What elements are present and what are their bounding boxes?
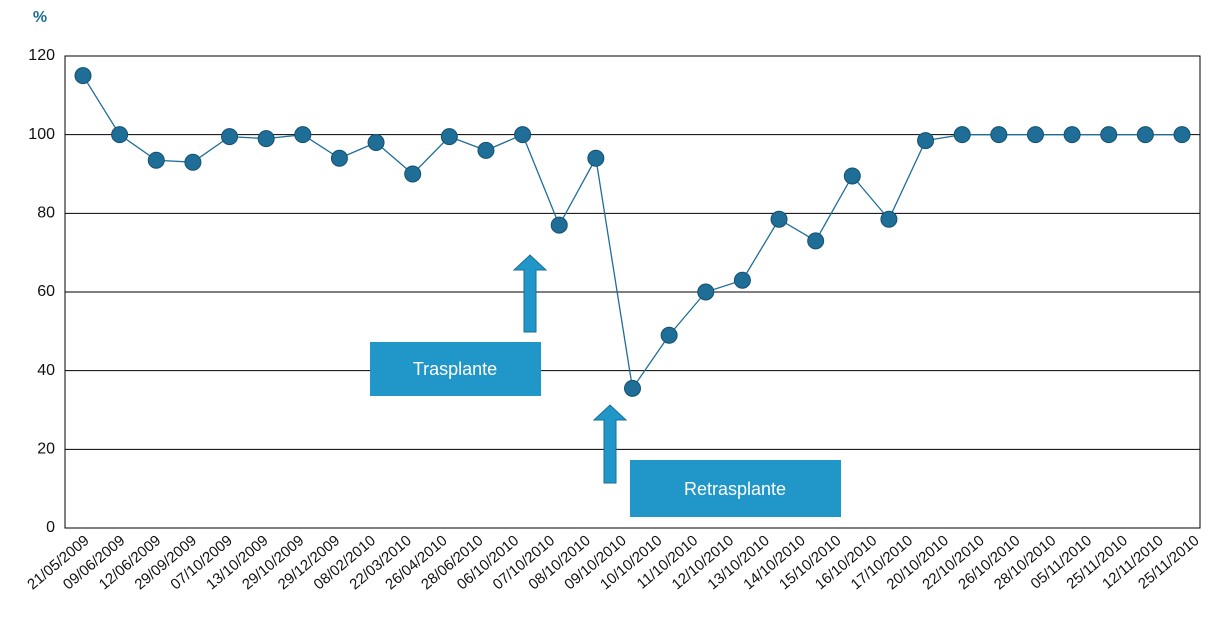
point — [111, 126, 129, 144]
y-tick-label: 40 — [37, 362, 55, 379]
y-tick-label: 120 — [28, 47, 55, 64]
point — [440, 128, 458, 146]
annotation-text: Trasplante — [413, 359, 497, 379]
point — [660, 326, 678, 344]
point — [843, 167, 861, 185]
point — [330, 149, 348, 167]
point — [880, 210, 898, 228]
point — [733, 271, 751, 289]
y-tick-label: 20 — [37, 441, 55, 458]
annotation-retrasplante: Retrasplante — [592, 404, 841, 517]
point — [294, 126, 312, 144]
point — [74, 67, 92, 85]
plot: 02040608010012021/05/200909/06/200912/06… — [24, 47, 1202, 593]
point — [807, 232, 825, 250]
point — [184, 153, 202, 171]
point — [1063, 126, 1081, 144]
point — [514, 126, 532, 144]
series-line — [82, 75, 1182, 391]
annotation-text: Retrasplante — [684, 479, 786, 499]
arrow — [512, 254, 548, 333]
point — [1136, 126, 1154, 144]
point — [404, 165, 422, 183]
point — [147, 151, 165, 169]
point — [770, 210, 788, 228]
plot-border — [64, 55, 1201, 529]
y-tick-label: 80 — [37, 205, 55, 222]
point — [1100, 126, 1118, 144]
point — [990, 126, 1008, 144]
annotation-box — [630, 460, 841, 517]
point — [221, 128, 239, 146]
point — [624, 379, 641, 397]
point — [477, 141, 495, 159]
y-unit-label: % — [33, 9, 47, 26]
point — [587, 149, 605, 167]
point — [367, 134, 385, 152]
point — [697, 283, 715, 301]
point — [1026, 126, 1044, 144]
y-tick-label: 100 — [28, 126, 55, 143]
arrow — [592, 404, 628, 484]
point — [953, 126, 971, 144]
y-tick-label: 60 — [37, 283, 55, 300]
point — [917, 132, 935, 150]
point — [257, 130, 275, 148]
annotation-trasplante: Trasplante — [370, 254, 548, 396]
point — [1173, 126, 1191, 144]
annotation-box — [370, 342, 541, 396]
point — [550, 216, 568, 234]
y-tick-label: 0 — [46, 519, 55, 536]
